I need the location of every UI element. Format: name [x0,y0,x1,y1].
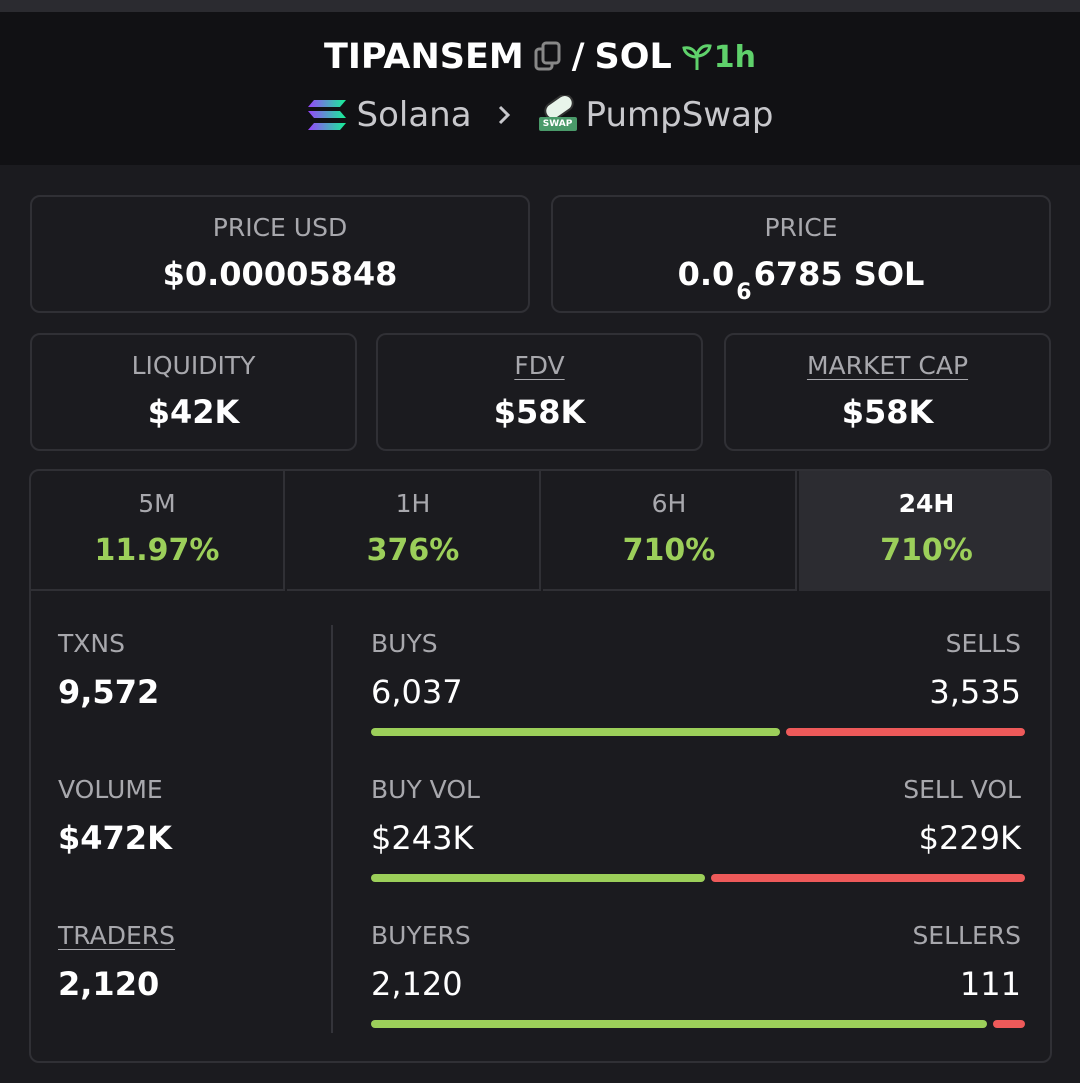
price-prefix: 0.0 [677,255,735,293]
timeframe-tab[interactable]: 1H 376% [287,471,541,591]
tab-change: 710% [880,533,973,568]
buy-bar [371,728,780,736]
tab-change: 11.97% [94,533,220,568]
pill-icon [538,95,577,131]
header-bar [0,0,1080,165]
split-right-label: SELL VOL [903,775,1021,804]
tab-change: 376% [366,533,460,568]
metric-card: FDV $58K [376,333,703,451]
card-value: $0.00005848 [162,255,398,293]
tab-label: 6H [651,489,687,518]
buy-bar [371,1020,987,1028]
timeframe-tab[interactable]: 24H 710% [799,471,1050,591]
sell-bar [710,874,1025,882]
split-left-value: $243K [371,819,474,857]
stat-label: TRADERS [58,921,175,950]
split-left-value: 6,037 [371,673,463,711]
zero-count: 6 [736,280,752,305]
card-value: 0.066785 SOL [553,255,1049,305]
stat-value: 2,120 [58,965,160,1003]
separator: / [571,37,585,77]
stat-label: VOLUME [58,775,163,804]
solana-logo [308,100,347,130]
card-value: $58K [493,393,586,431]
quote-symbol: SOL [594,37,672,77]
metric-card: MARKET CAP $58K [724,333,1051,451]
split-left-value: 2,120 [371,965,463,1003]
card-value: $42K [147,393,240,431]
tab-label: 5M [138,489,176,518]
price-rest: 6785 SOL [753,255,925,293]
split-right-value: 111 [959,965,1021,1003]
chain-line: Solana SWAP PumpSwap [0,94,1080,136]
stat-label: TXNS [58,629,125,658]
metric-card: LIQUIDITY $42K [30,333,357,451]
pair-title: TIPANSEM / SOL 1h [0,34,1080,80]
pair-age: 1h [713,39,756,75]
stat-value: $472K [58,819,172,857]
stats-panel: 5M 11.97% 1H 376% 6H 710% 24H 710% TXNS 9,572 VOLU… [29,469,1052,1063]
price-card: PRICE 0.066785 SOL [551,195,1051,313]
metric-label: LIQUIDITY [131,351,256,380]
card-label: PRICE [764,213,838,242]
token-symbol: TIPANSEM [324,37,524,77]
divider [331,625,333,1033]
card-label: MARKET CAP [726,351,1049,380]
tab-change: 710% [622,533,716,568]
stat-label-text[interactable]: TRADERS [58,921,176,950]
split-left-label: BUYERS [371,921,471,950]
buy-bar [371,874,705,882]
sell-bar [785,728,1025,736]
seedling-icon [682,44,712,70]
tab-label: 1H [395,489,431,518]
split-left-label: BUYS [371,629,438,658]
dex-logo: SWAP [538,95,578,135]
split-left-label: BUY VOL [371,775,480,804]
timeframe-tab[interactable]: 5M 11.97% [31,471,285,591]
copy-icon[interactable] [534,41,562,73]
chevron-icon [498,105,510,125]
stat-label-text: TXNS [58,629,125,658]
dex-badge: SWAP [542,119,573,129]
top-strip [0,0,1080,12]
card-value: $58K [841,393,934,431]
split-right-value: 3,535 [929,673,1021,711]
metric-label[interactable]: FDV [514,351,565,380]
card-label: FDV [378,351,701,380]
split-right-value: $229K [918,819,1021,857]
split-right-label: SELLERS [912,921,1021,950]
tab-label: 24H [898,489,955,518]
dex-name[interactable]: PumpSwap [585,95,774,135]
card-label: PRICE USD [212,213,348,242]
price-card: PRICE USD $0.00005848 [30,195,530,313]
metric-label[interactable]: MARKET CAP [806,351,969,380]
card-label: LIQUIDITY [32,351,355,380]
timeframe-tab[interactable]: 6H 710% [543,471,797,591]
stat-value: 9,572 [58,673,160,711]
chain-name[interactable]: Solana [356,95,472,135]
stat-label-text: VOLUME [58,775,163,804]
split-right-label: SELLS [945,629,1021,658]
sell-bar [992,1020,1025,1028]
